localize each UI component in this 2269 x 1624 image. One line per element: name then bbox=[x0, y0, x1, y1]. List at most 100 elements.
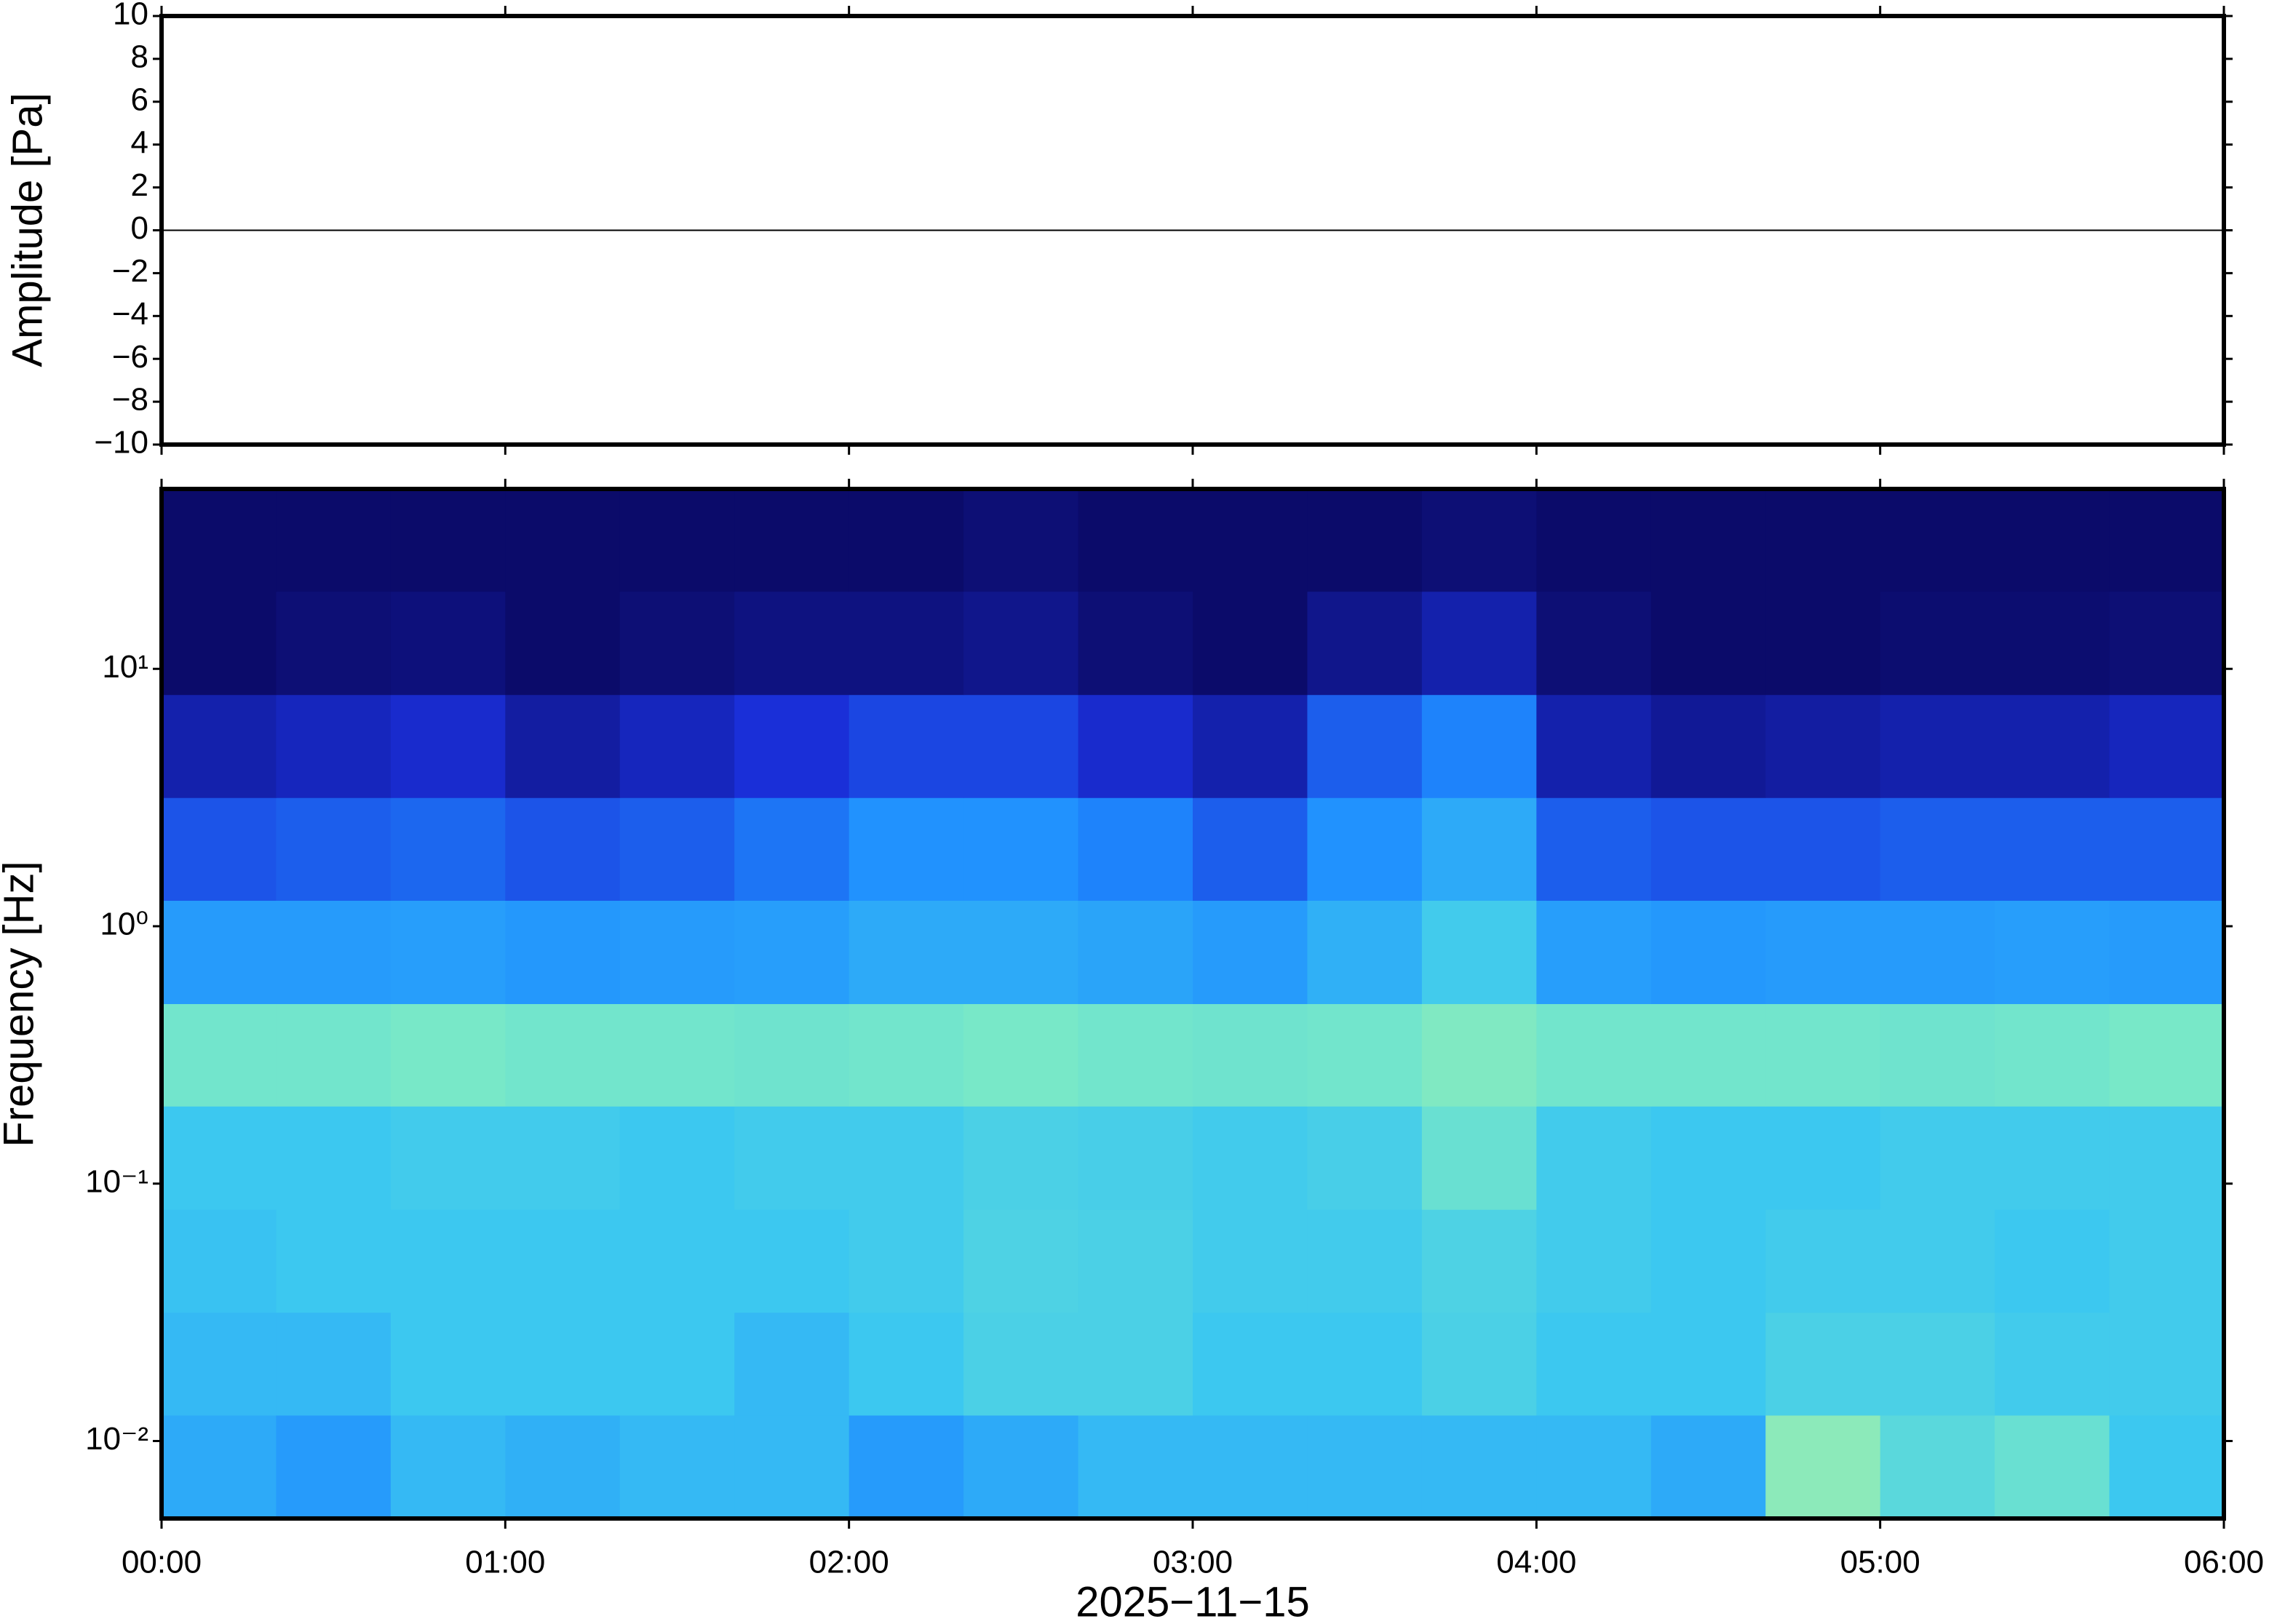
spectrogram-cell bbox=[963, 1415, 1079, 1519]
spectrogram-cell bbox=[276, 694, 392, 798]
spectrogram-cell bbox=[2109, 1003, 2225, 1107]
spectrogram-cell bbox=[619, 900, 735, 1004]
spectrogram-cell bbox=[1078, 1106, 1193, 1210]
spectrogram-cell bbox=[1421, 489, 1537, 592]
spectrogram-cell bbox=[2109, 694, 2225, 798]
spectrogram-cell bbox=[505, 797, 621, 901]
spectrogram-cell bbox=[2109, 1415, 2225, 1519]
spectrogram-cell bbox=[276, 797, 392, 901]
spectrogram-cell bbox=[1765, 900, 1881, 1004]
spectrogram-cell bbox=[1193, 797, 1308, 901]
spectrogram-cell bbox=[162, 1106, 277, 1210]
spectrogram-cell bbox=[1307, 489, 1423, 592]
spectrogram-cell bbox=[390, 797, 506, 901]
spectrogram-cell bbox=[1078, 489, 1193, 592]
spectrogram-cell bbox=[1193, 900, 1308, 1004]
spectrogram-cell bbox=[849, 489, 964, 592]
y-tick-label: −8 bbox=[112, 382, 148, 418]
spectrogram-cell bbox=[1765, 1415, 1881, 1519]
y-tick-label: 6 bbox=[131, 81, 148, 117]
spectrogram-cell bbox=[1421, 1415, 1537, 1519]
x-axis-label: 2025−11−15 bbox=[1076, 1578, 1310, 1624]
spectrogram-cell bbox=[619, 1106, 735, 1210]
y-tick-label: 10⁰ bbox=[100, 907, 148, 942]
x-tick-label: 02:00 bbox=[809, 1545, 889, 1580]
spectrogram-cell bbox=[1421, 900, 1537, 1004]
y-tick-label: 2 bbox=[131, 167, 148, 203]
x-tick-label: 00:00 bbox=[122, 1545, 202, 1580]
spectrogram-cell bbox=[162, 694, 277, 798]
spectrogram-cell bbox=[162, 1312, 277, 1416]
spectrogram-cell bbox=[1536, 694, 1652, 798]
spectrogram-cell bbox=[505, 1312, 621, 1416]
spectrogram-cell bbox=[2109, 900, 2225, 1004]
spectrogram-cell bbox=[1880, 1209, 1995, 1313]
spectrogram-cell bbox=[162, 1003, 277, 1107]
spectrogram-cell bbox=[1307, 900, 1423, 1004]
spectrogram-cell bbox=[963, 591, 1079, 696]
spectrogram-cell bbox=[162, 1209, 277, 1313]
spectrogram-cell bbox=[505, 694, 621, 798]
spectrogram-cell bbox=[734, 694, 850, 798]
spectrogram-cell bbox=[619, 591, 735, 696]
spectrogram-cell bbox=[1193, 694, 1308, 798]
spectrogram-cell bbox=[1650, 694, 1766, 798]
spectrogram bbox=[162, 489, 2225, 1519]
spectrogram-cell bbox=[619, 1209, 735, 1313]
spectrogram-cell bbox=[276, 489, 392, 592]
x-tick-label: 04:00 bbox=[1496, 1545, 1576, 1580]
spectrogram-cell bbox=[1765, 694, 1881, 798]
spectrogram-cell bbox=[390, 900, 506, 1004]
spectrogram-cell bbox=[619, 694, 735, 798]
spectrogram-cell bbox=[734, 489, 850, 592]
spectrogram-cell bbox=[619, 1415, 735, 1519]
spectrogram-cell bbox=[1765, 591, 1881, 696]
y-tick-label: 0 bbox=[131, 210, 148, 246]
spectrogram-cell bbox=[390, 1209, 506, 1313]
spectrogram-cell bbox=[1078, 797, 1193, 901]
spectrogram-cell bbox=[1880, 489, 1995, 592]
spectrogram-cell bbox=[2109, 1106, 2225, 1210]
spectrogram-cell bbox=[1536, 1415, 1652, 1519]
spectrogram-cell bbox=[1536, 1209, 1652, 1313]
spectrogram-cell bbox=[1307, 797, 1423, 901]
spectrogram-cell bbox=[1995, 1106, 2110, 1210]
y-tick-label: 10⁻¹ bbox=[85, 1163, 148, 1199]
spectrogram-cell bbox=[1078, 1003, 1193, 1107]
y-tick-label: 8 bbox=[131, 39, 148, 75]
spectrogram-cell bbox=[1078, 900, 1193, 1004]
spectrogram-cell bbox=[276, 591, 392, 696]
spectrogram-cell bbox=[1650, 1209, 1766, 1313]
spectrogram-cell bbox=[963, 1312, 1079, 1416]
spectrogram-cell bbox=[1421, 1312, 1537, 1416]
spectrogram-cell bbox=[1650, 900, 1766, 1004]
x-tick-label: 06:00 bbox=[2184, 1545, 2264, 1580]
y-tick-label: 4 bbox=[131, 124, 148, 160]
spectrogram-cell bbox=[1650, 1415, 1766, 1519]
spectrogram-cell bbox=[1650, 489, 1766, 592]
spectrogram-cell bbox=[1421, 591, 1537, 696]
y-tick-label: −4 bbox=[112, 296, 148, 332]
spectrogram-cell bbox=[963, 1209, 1079, 1313]
spectrogram-cell bbox=[849, 1312, 964, 1416]
spectrogram-cell bbox=[1193, 1106, 1308, 1210]
spectrogram-cell bbox=[1536, 797, 1652, 901]
spectrogram-cell bbox=[276, 1106, 392, 1210]
spectrogram-cell bbox=[1995, 797, 2110, 901]
spectrogram-cell bbox=[963, 797, 1079, 901]
spectrogram-cell bbox=[1421, 1106, 1537, 1210]
spectrogram-cell bbox=[1650, 591, 1766, 696]
spectrogram-cell bbox=[1995, 489, 2110, 592]
x-tick-label: 03:00 bbox=[1153, 1545, 1233, 1580]
spectrogram-cell bbox=[619, 1003, 735, 1107]
spectrogram-cell bbox=[1880, 694, 1995, 798]
y-tick-label: 10⁻² bbox=[85, 1421, 148, 1457]
spectrogram-cell bbox=[849, 1003, 964, 1107]
spectrogram-cell bbox=[849, 1209, 964, 1313]
spectrogram-cell bbox=[162, 797, 277, 901]
spectrogram-cell bbox=[734, 1003, 850, 1107]
x-tick-label: 05:00 bbox=[1840, 1545, 1920, 1580]
spectrogram-cell bbox=[619, 797, 735, 901]
